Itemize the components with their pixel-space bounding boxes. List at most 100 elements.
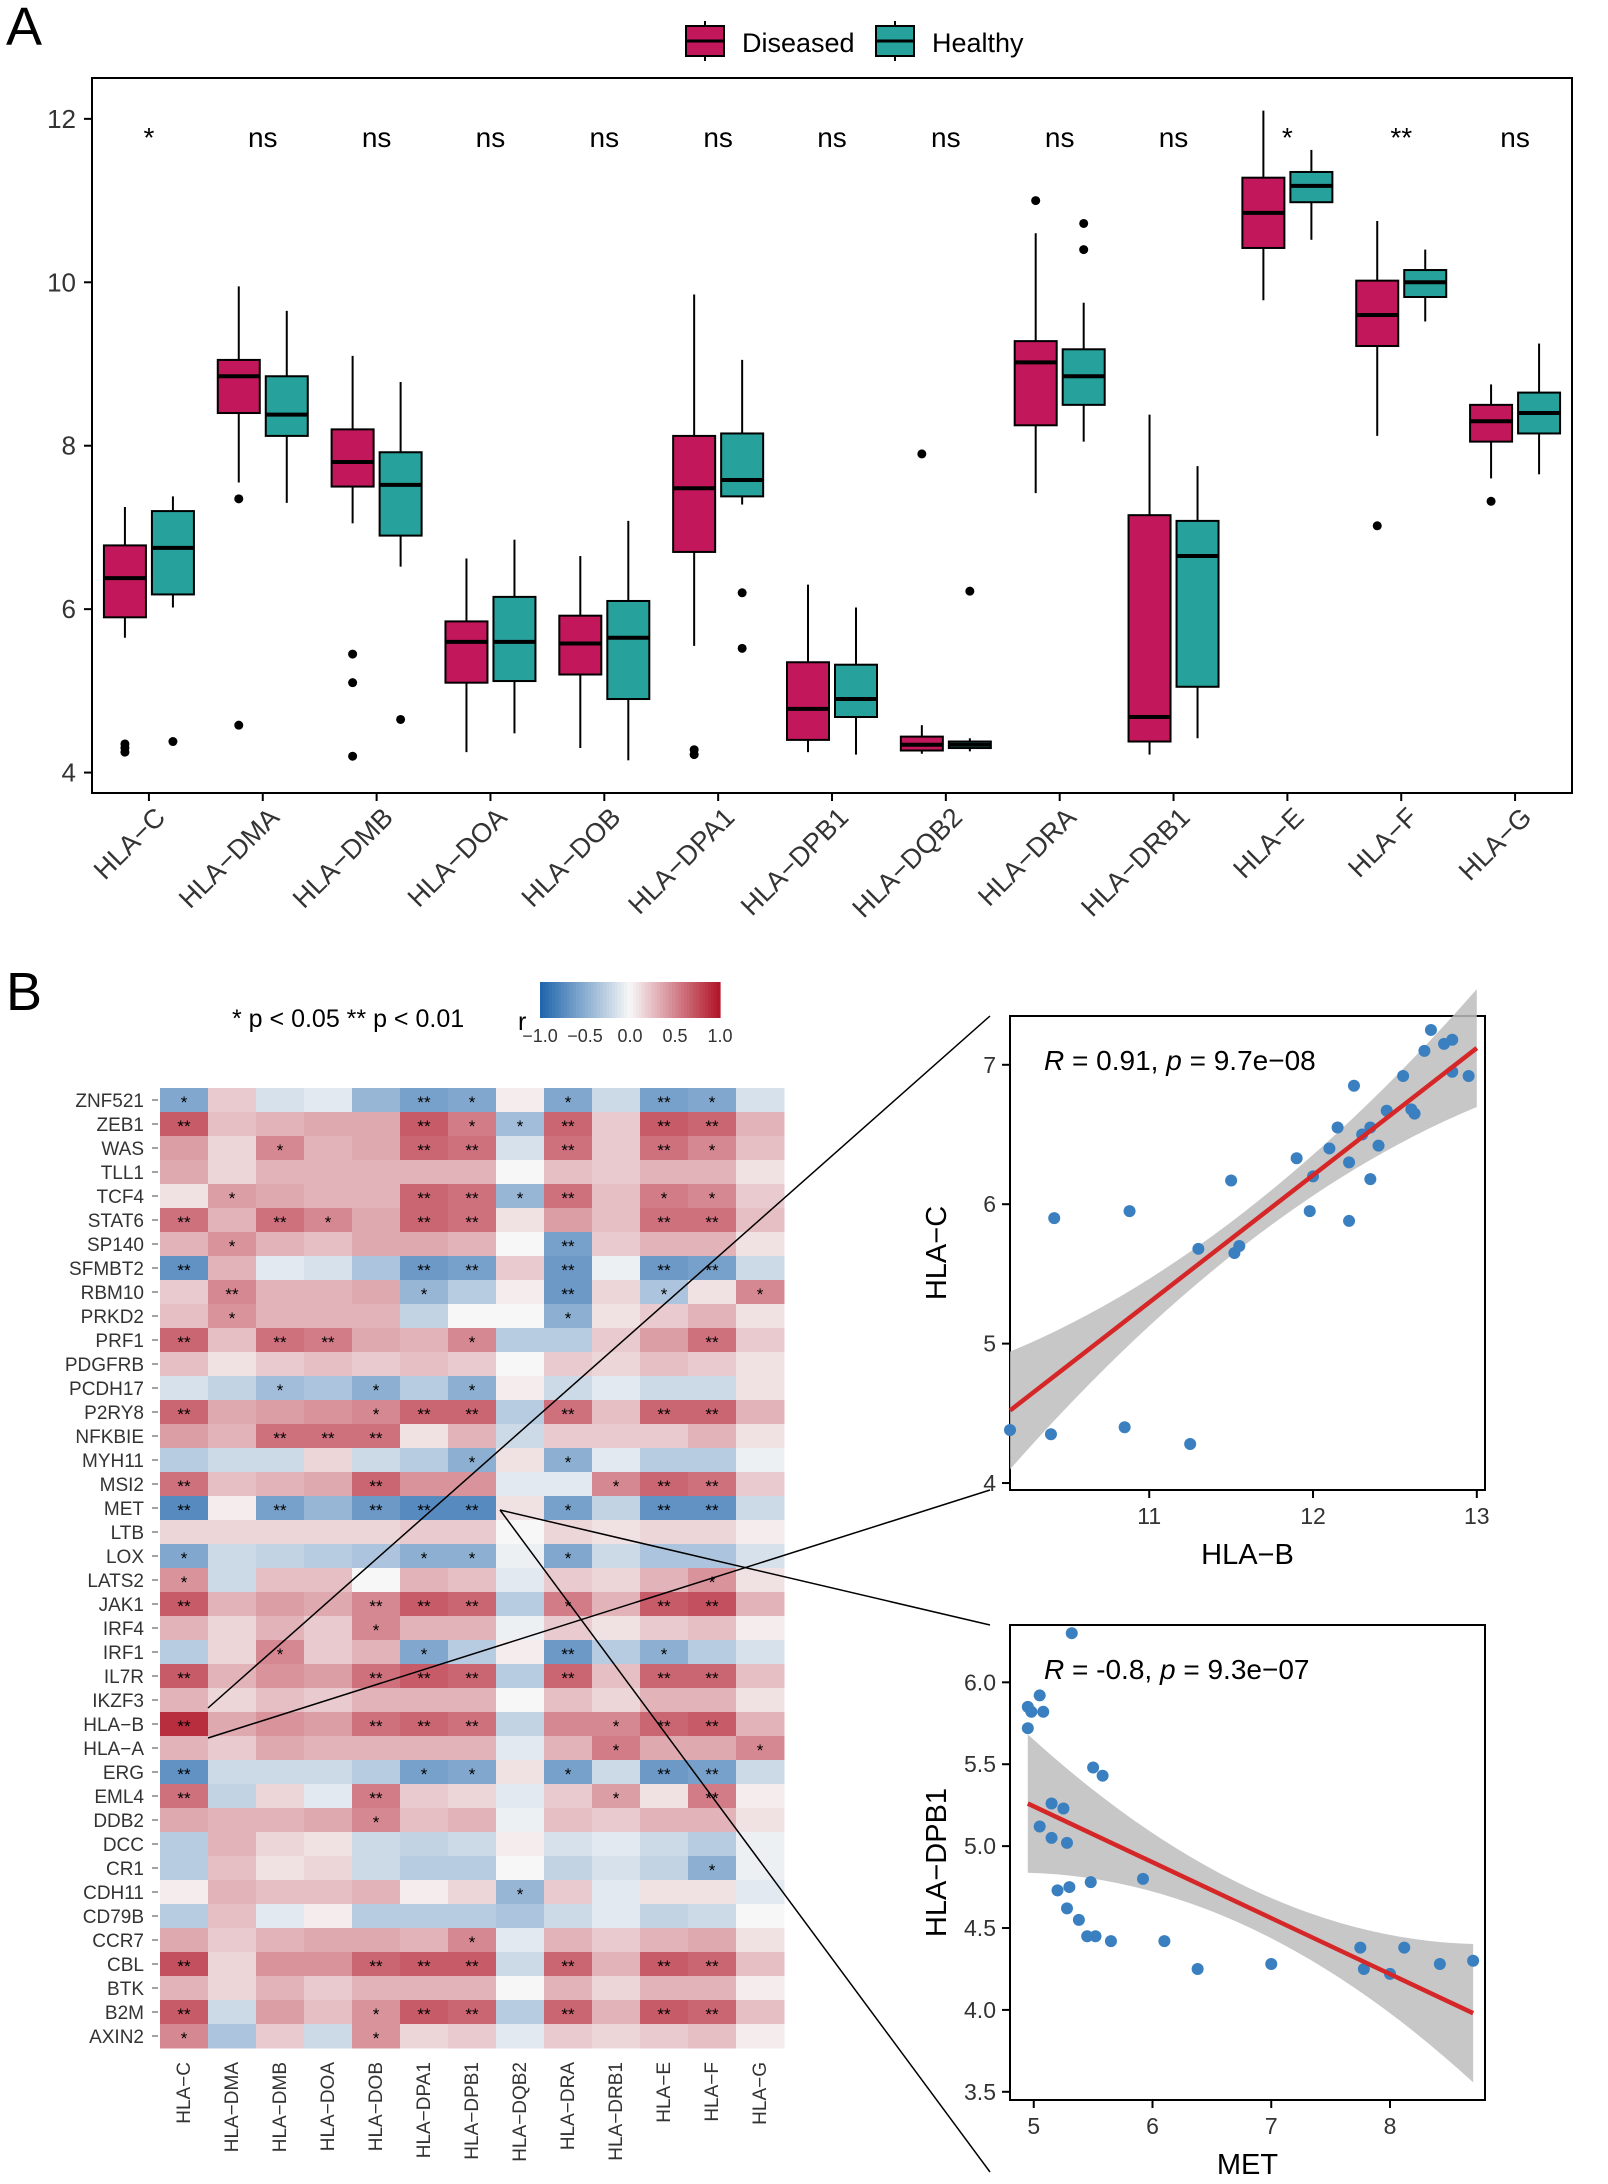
heatmap-cell: [592, 1568, 641, 1593]
connector-line: [499, 1509, 991, 2173]
heatmap-cell: [640, 1616, 689, 1641]
heatmap-cell: [256, 1160, 305, 1185]
heatmap-star: **: [369, 1717, 383, 1736]
stat-r-eq: =: [1064, 1654, 1096, 1685]
scatter-point: [1081, 1930, 1094, 1943]
heatmap-cell: [160, 1328, 209, 1353]
heatmap-cell: [496, 1184, 545, 1209]
heatmap-cell: [400, 2024, 449, 2049]
heatmap-cell: [352, 1856, 401, 1881]
scatter-point: [1158, 1935, 1171, 1948]
heatmap-cell: [400, 1688, 449, 1713]
heatmap-row-label: HLA−B: [83, 1715, 144, 1736]
colorbar-swatch: [648, 982, 652, 1018]
heatmap-star: **: [417, 1213, 431, 1232]
stat-p-value: 9.7e−08: [1214, 1045, 1316, 1076]
heatmap-cell: [160, 1640, 209, 1665]
scatter-point: [1467, 1954, 1480, 1967]
heatmap-cell: [400, 1544, 449, 1569]
heatmap-star: *: [181, 1573, 188, 1592]
heatmap-row-label: MYH11: [82, 1451, 144, 1472]
colorbar-swatch: [573, 982, 577, 1018]
heatmap-cell: [160, 2000, 209, 2025]
heatmap-cell: [160, 1568, 209, 1593]
heatmap-star: **: [177, 1117, 191, 1136]
heatmap-cell: [208, 1664, 257, 1689]
heatmap-cell: [352, 1328, 401, 1353]
heatmap-cell: [688, 1280, 737, 1305]
heatmap-cell: [208, 1544, 257, 1569]
heatmap-cell: [208, 1424, 257, 1449]
heatmap-cell: [304, 1136, 353, 1161]
heatmap-cell: [592, 1496, 641, 1521]
heatmap-cell: [208, 1784, 257, 1809]
scatter-point: [1462, 1069, 1475, 1082]
heatmap-cell: [304, 1976, 353, 2001]
heatmap-cell: [256, 1088, 305, 1113]
scatter-point: [1044, 1428, 1057, 1441]
y-tick-label: 4: [983, 1470, 996, 1496]
heatmap-star: *: [613, 1717, 620, 1736]
heatmap-cell: [736, 1616, 785, 1641]
stat-sep: ,: [1151, 1045, 1167, 1076]
heatmap-cell: [304, 1784, 353, 1809]
heatmap-row-label: DDB2: [93, 1811, 144, 1832]
heatmap-star: **: [417, 1141, 431, 1160]
colorbar-swatch: [645, 982, 649, 1018]
heatmap-cell: [592, 1160, 641, 1185]
scatter-point: [1104, 1935, 1117, 1948]
x-tick-label: 13: [1464, 1503, 1490, 1529]
box-diseased: [1013, 340, 1058, 427]
heatmap-cell: [448, 1304, 497, 1329]
heatmap-cell: [592, 2000, 641, 2025]
heatmap-cell: [640, 1784, 689, 1809]
heatmap-cell: [592, 1712, 641, 1737]
heatmap-cell: [304, 1352, 353, 1377]
heatmap-cell: [208, 1952, 257, 1977]
outlier-point: [348, 649, 358, 659]
x-tick-label: HLA−F: [1342, 802, 1423, 883]
heatmap-cell: [256, 1712, 305, 1737]
heatmap-cell: [400, 1232, 449, 1257]
heatmap-cell: [208, 1208, 257, 1233]
heatmap-cell: [640, 1880, 689, 1905]
heatmap-cell: [208, 1184, 257, 1209]
heatmap-star: *: [709, 1093, 716, 1112]
heatmap-col-label: HLA−C: [174, 2062, 195, 2124]
heatmap-star: *: [757, 1285, 764, 1304]
heatmap-cell: [496, 1448, 545, 1473]
heatmap-cell: [352, 1592, 401, 1617]
heatmap-cell: [208, 1736, 257, 1761]
heatmap-row-label: ZNF521: [75, 1091, 144, 1112]
heatmap-star: **: [369, 1957, 383, 1976]
scatter-point: [1398, 1941, 1411, 1954]
heatmap-cell: [160, 1376, 209, 1401]
heatmap-cell: [592, 1736, 641, 1761]
heatmap-cell: [400, 1208, 449, 1233]
colorbar-swatch: [678, 982, 682, 1018]
heatmap-cell: [448, 1496, 497, 1521]
heatmap-cell: [400, 1136, 449, 1161]
heatmap-cell: [736, 1952, 785, 1977]
heatmap-star: **: [561, 1189, 575, 1208]
heatmap-cell: [160, 1112, 209, 1137]
heatmap-cell: [256, 1328, 305, 1353]
heatmap-cell: [736, 1760, 785, 1785]
heatmap-cell: [640, 1832, 689, 1857]
heatmap-cell: [496, 1160, 545, 1185]
x-tick-label: HLA−DRA: [972, 802, 1082, 912]
regression-line: [1026, 1801, 1475, 2016]
heatmap-cell: [688, 1592, 737, 1617]
heatmap-row-label: HLA−A: [83, 1739, 144, 1760]
heatmap-cell: [304, 2024, 353, 2049]
heatmap-cell: [160, 1088, 209, 1113]
heatmap-cell: [592, 1424, 641, 1449]
heatmap-cell: [544, 1472, 593, 1497]
box-diseased: [1469, 403, 1514, 443]
heatmap-cell: [496, 1616, 545, 1641]
heatmap-star: *: [565, 1549, 572, 1568]
heatmap-cell: [544, 1592, 593, 1617]
heatmap-cell: [544, 1328, 593, 1353]
heatmap-star: **: [561, 1669, 575, 1688]
